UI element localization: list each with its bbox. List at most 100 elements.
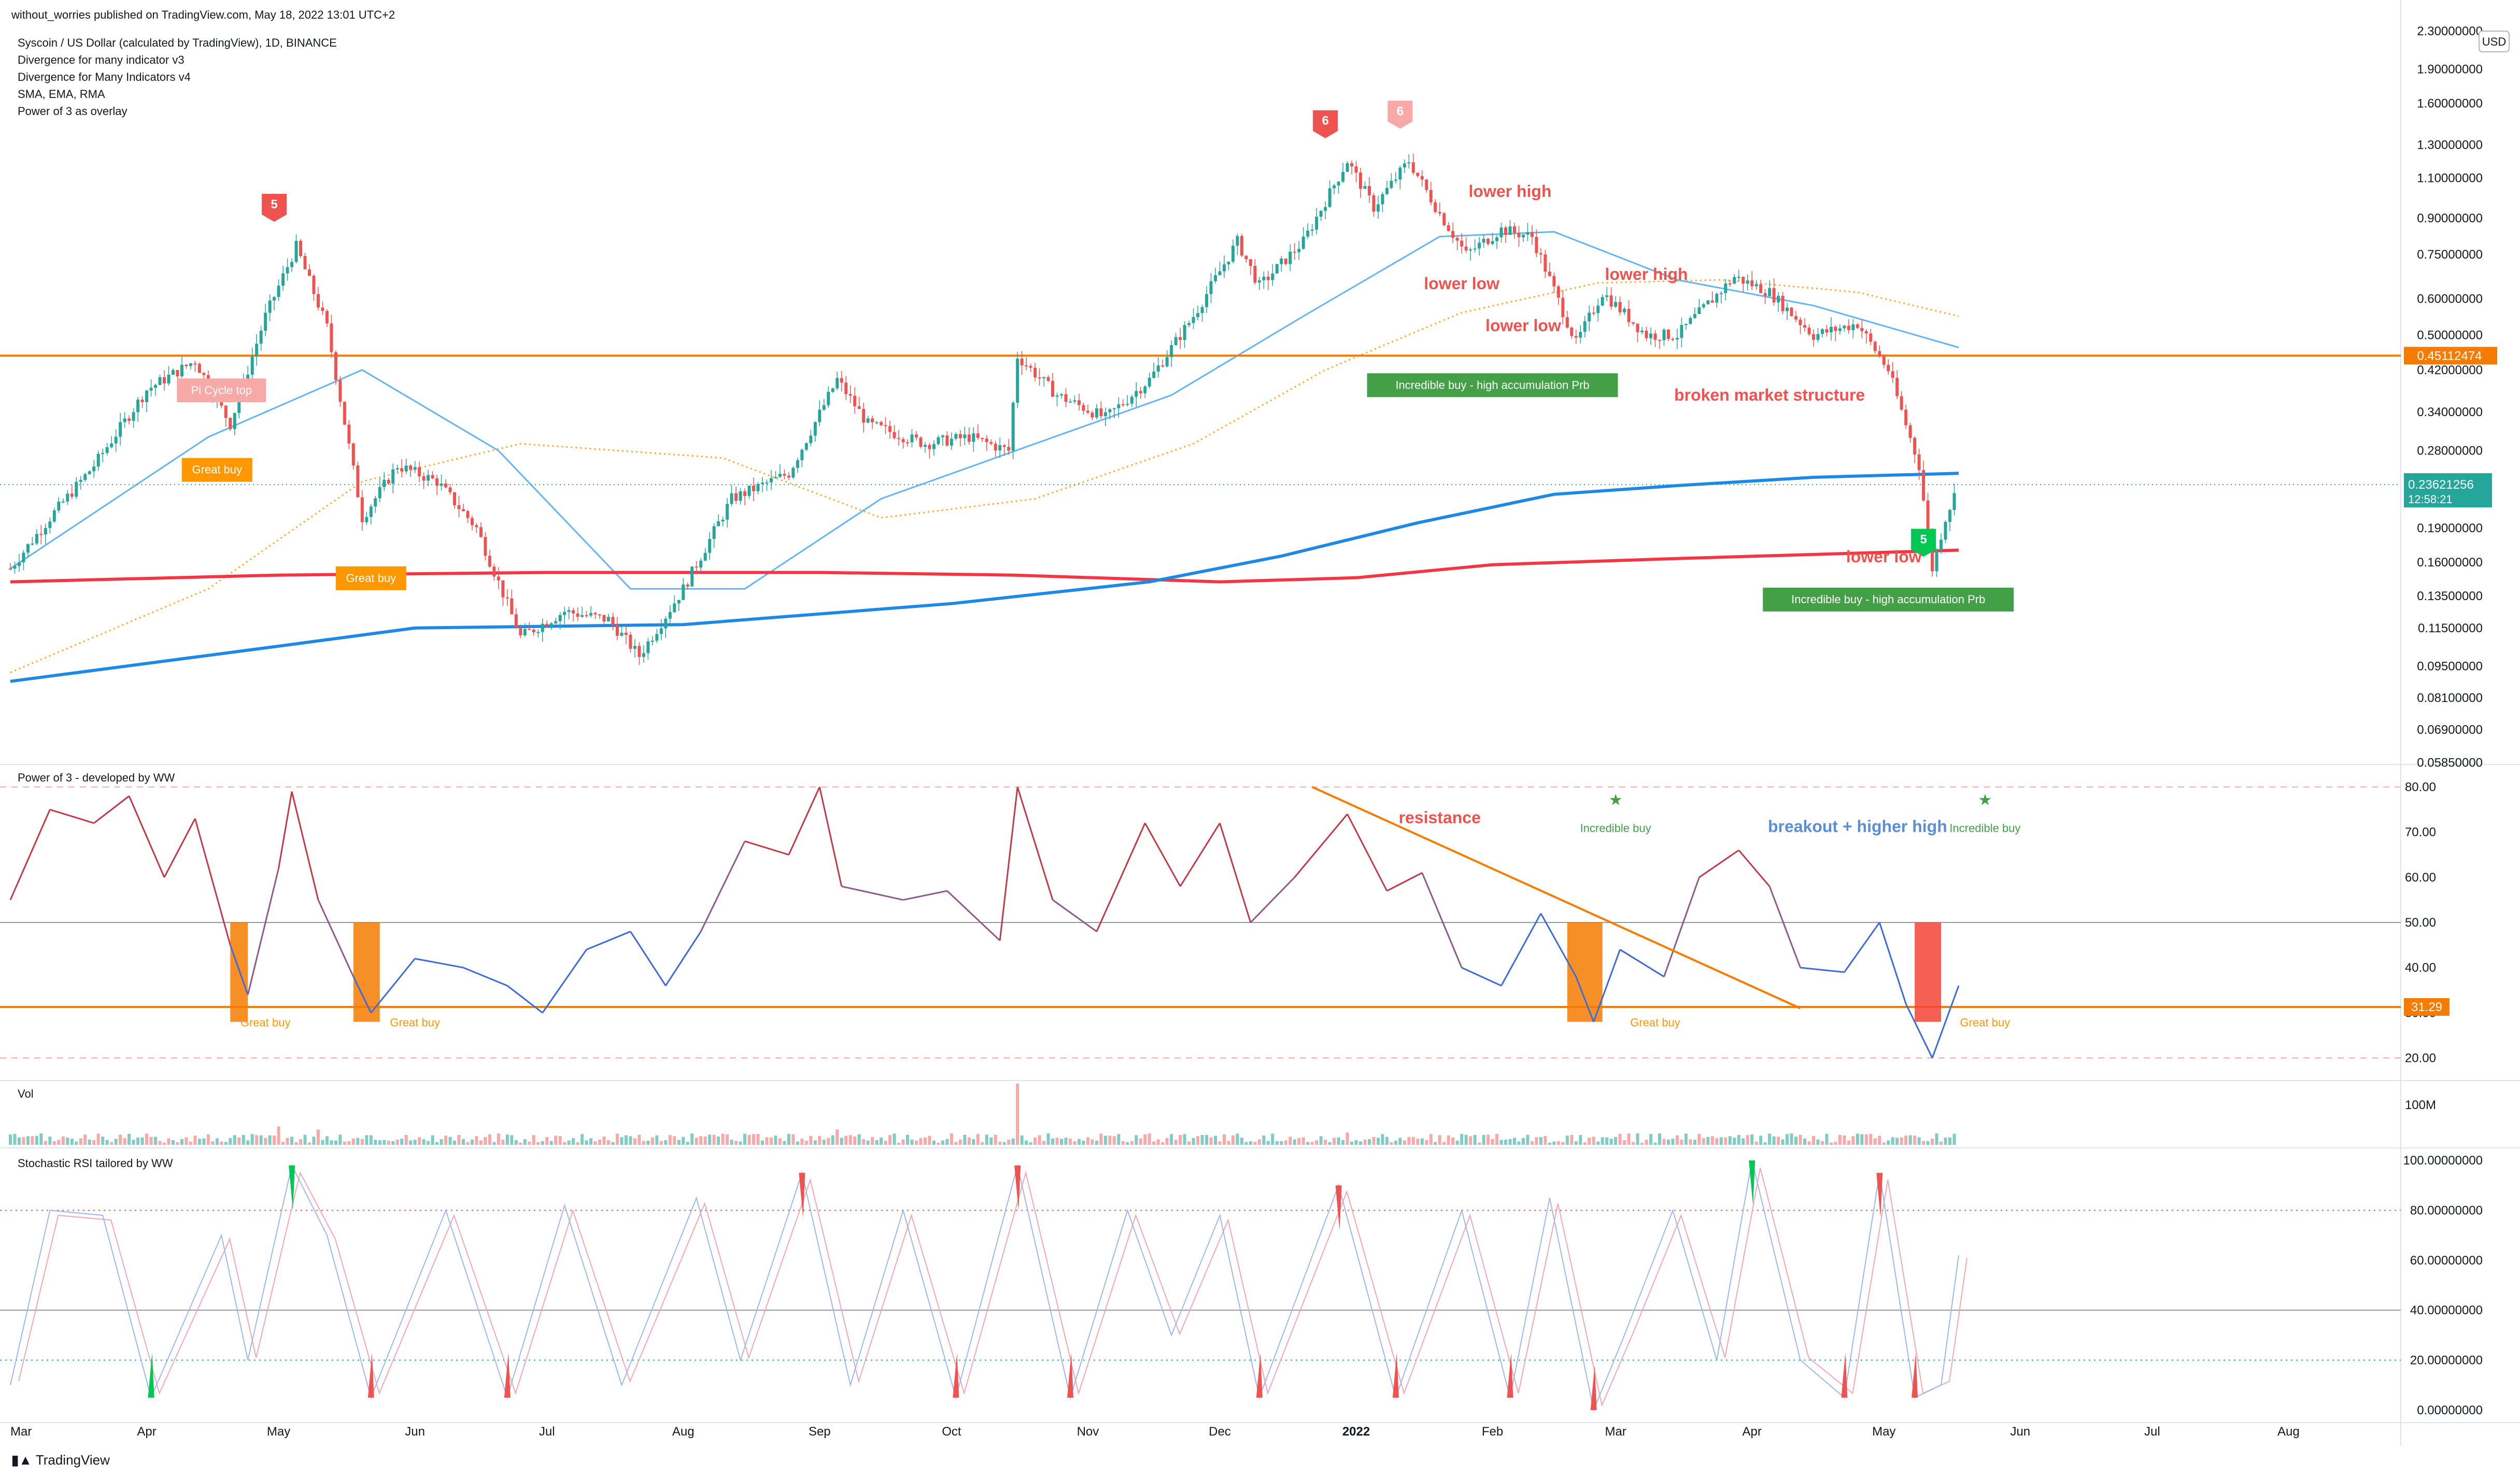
volume-bar-93: [418, 1137, 421, 1145]
volume-bar-170: [756, 1134, 760, 1145]
volume-bar-279: [1236, 1133, 1239, 1145]
po3-segment-41: [1540, 913, 1577, 977]
candle-body-150: [668, 612, 672, 619]
volume-bar-381: [1684, 1133, 1688, 1145]
x-axis-label-5: Aug: [672, 1425, 695, 1439]
candle-body-356: [1574, 336, 1578, 338]
volume-bar-121: [541, 1141, 544, 1145]
volume-bar-360: [1592, 1137, 1595, 1145]
volume-bar-280: [1240, 1138, 1243, 1145]
volume-bar-314: [1390, 1142, 1393, 1145]
volume-bar-141: [629, 1136, 632, 1145]
volume-bar-427: [1887, 1140, 1890, 1145]
volume-bar-363: [1605, 1137, 1609, 1145]
volume-bar-135: [602, 1136, 606, 1145]
candle-body-241: [1068, 401, 1072, 403]
volume-bar-85: [383, 1140, 386, 1145]
volume-bar-294: [1301, 1137, 1305, 1145]
candle-body-219: [972, 433, 975, 442]
candle-body-14: [70, 493, 74, 497]
volume-bar-311: [1376, 1138, 1380, 1145]
volume-bar-289: [1280, 1141, 1283, 1145]
pane-title-stoch-rsi: Stochastic RSI tailored by WW: [18, 1157, 173, 1170]
candle-body-434: [1917, 454, 1921, 471]
price-axis-label-17: 0.08100000: [2417, 691, 2483, 705]
po3-annotation-6: Great buy: [1630, 1016, 1680, 1029]
candle-body-39: [180, 364, 183, 377]
po3-annotation-2: Incredible buy: [1580, 822, 1651, 835]
horizontal-level-tag: [2404, 347, 2497, 365]
volume-bar-9: [48, 1137, 52, 1145]
po3-segment-34: [1250, 876, 1295, 924]
candle-body-166: [739, 491, 742, 501]
volume-bar-111: [497, 1133, 500, 1145]
candle-body-59: [268, 300, 272, 313]
candle-body-110: [492, 566, 496, 577]
volume-bar-95: [427, 1141, 430, 1145]
volume-bar-80: [360, 1139, 364, 1145]
candle-body-44: [202, 373, 206, 375]
candle-body-55: [250, 357, 254, 375]
candle-body-237: [1051, 381, 1055, 397]
candle-body-358: [1583, 321, 1587, 332]
volume-bar-86: [387, 1141, 390, 1145]
x-axis-label-0: Mar: [10, 1425, 32, 1439]
candle-body-385: [1702, 304, 1705, 307]
volume-bar-140: [624, 1135, 628, 1145]
volume-bar-169: [752, 1134, 756, 1145]
candle-body-42: [193, 363, 197, 365]
srsi-extreme-mark-36: [1841, 1353, 1848, 1398]
candle-body-99: [444, 484, 448, 488]
candle-body-69: [312, 276, 316, 294]
candle-body-191: [848, 394, 852, 396]
candle-body-280: [1240, 236, 1243, 256]
volume-bar-329: [1455, 1140, 1459, 1145]
candle-body-170: [756, 484, 760, 491]
candle-body-360: [1592, 313, 1595, 314]
po3-segment-19: [665, 931, 702, 986]
volume-bar-269: [1192, 1138, 1195, 1145]
po3-segment-20: [700, 841, 746, 932]
volume-bar-412: [1820, 1141, 1824, 1145]
volume-bar-152: [677, 1140, 681, 1145]
volume-bar-235: [1042, 1141, 1046, 1145]
price-axis-label-18: 0.06900000: [2417, 723, 2483, 737]
volume-bar-361: [1596, 1141, 1600, 1145]
volume-bar-227: [1007, 1140, 1011, 1145]
candle-body-114: [510, 598, 514, 615]
volume-bar-1: [13, 1133, 17, 1145]
po3-segment-3: [128, 796, 165, 878]
volume-bar-124: [554, 1135, 558, 1145]
candle-body-136: [607, 617, 611, 621]
candle-body-143: [638, 646, 641, 657]
volume-bar-187: [831, 1135, 834, 1145]
volume-bar-232: [1029, 1142, 1032, 1145]
po3-segment-28: [1016, 787, 1054, 900]
candle-body-106: [475, 525, 478, 528]
candle-body-151: [673, 603, 676, 613]
candle-body-336: [1486, 238, 1490, 244]
candle-body-94: [422, 476, 426, 481]
candle-body-91: [409, 465, 413, 470]
candle-body-299: [1324, 207, 1327, 211]
candle-body-49: [224, 405, 228, 418]
candle-body-285: [1262, 276, 1266, 280]
candle-body-250: [1108, 409, 1112, 413]
volume-bar-108: [484, 1137, 487, 1145]
volume-bar-282: [1249, 1141, 1252, 1145]
volume-bar-429: [1895, 1138, 1899, 1145]
candle-body-211: [937, 437, 940, 444]
candle-body-183: [813, 422, 817, 436]
volume-bar-26: [123, 1138, 126, 1145]
volume-bar-178: [791, 1134, 795, 1145]
volume-bar-301: [1333, 1138, 1336, 1145]
volume-bar-423: [1869, 1133, 1873, 1145]
volume-bar-392: [1733, 1138, 1736, 1145]
candle-body-68: [308, 269, 312, 276]
candle-body-391: [1728, 283, 1732, 285]
candle-body-147: [655, 634, 659, 641]
candle-body-105: [470, 518, 474, 526]
candle-body-133: [593, 613, 597, 615]
candle-body-263: [1165, 357, 1169, 366]
volume-bar-375: [1658, 1133, 1662, 1145]
